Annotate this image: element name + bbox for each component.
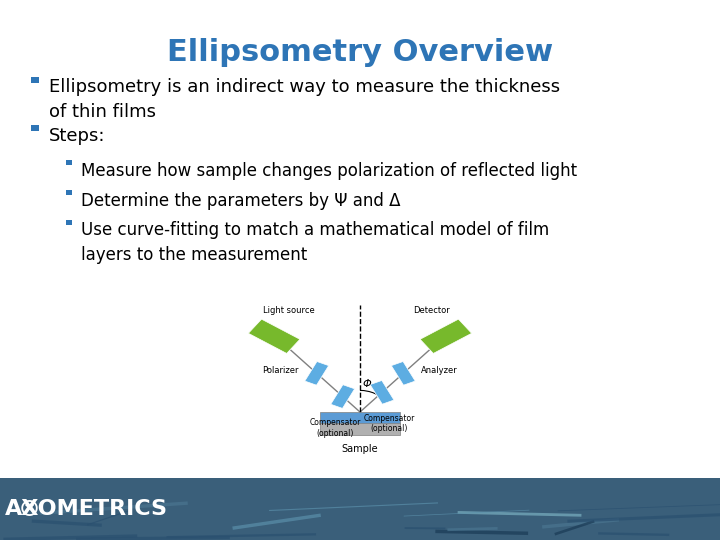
FancyBboxPatch shape (320, 412, 400, 424)
Text: Analyzer: Analyzer (421, 366, 458, 375)
Text: Use curve-fitting to match a mathematical model of film
layers to the measuremen: Use curve-fitting to match a mathematica… (81, 221, 549, 265)
Text: Determine the parameters by Ψ and Δ: Determine the parameters by Ψ and Δ (81, 192, 400, 210)
Text: AXOMETRICS: AXOMETRICS (5, 499, 168, 519)
Text: Compensator
(optional): Compensator (optional) (310, 418, 361, 437)
Bar (66, 190, 72, 195)
FancyBboxPatch shape (320, 423, 400, 435)
Polygon shape (248, 319, 300, 354)
FancyBboxPatch shape (0, 478, 720, 540)
Text: Steps:: Steps: (49, 127, 105, 145)
Polygon shape (391, 361, 415, 385)
Text: Detector: Detector (413, 306, 450, 315)
Polygon shape (370, 381, 394, 404)
Bar (66, 220, 72, 225)
Polygon shape (305, 361, 329, 385)
Text: ⊗: ⊗ (18, 497, 40, 521)
Polygon shape (330, 384, 355, 408)
Text: Sample: Sample (342, 444, 378, 455)
Text: Light source: Light source (263, 306, 315, 315)
Text: Ellipsometry Overview: Ellipsometry Overview (167, 38, 553, 67)
Text: Measure how sample changes polarization of reflected light: Measure how sample changes polarization … (81, 162, 577, 180)
Bar (66, 160, 72, 165)
Text: Ellipsometry is an indirect way to measure the thickness
of thin films: Ellipsometry is an indirect way to measu… (49, 78, 560, 122)
Text: Φ: Φ (363, 379, 372, 389)
Bar (31, 125, 39, 131)
Polygon shape (420, 319, 472, 354)
Text: Polarizer: Polarizer (262, 366, 299, 375)
Bar (31, 77, 39, 83)
Text: Compensator
(optional): Compensator (optional) (364, 414, 415, 433)
